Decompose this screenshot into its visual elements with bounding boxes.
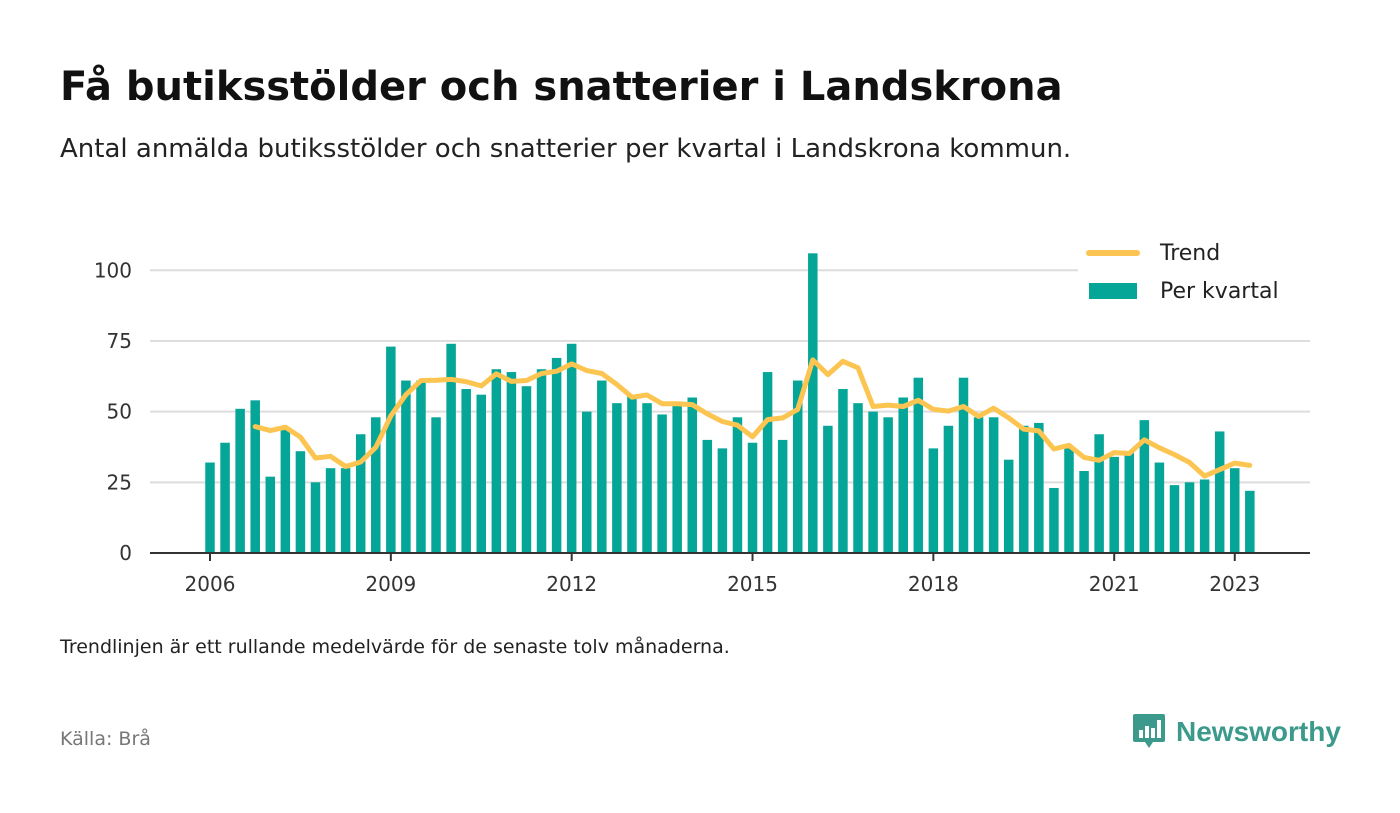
bar	[823, 425, 833, 553]
bar	[777, 439, 788, 553]
x-tick-label: 2023	[1209, 572, 1260, 596]
bar	[1199, 479, 1210, 553]
bar	[717, 448, 728, 553]
bar	[657, 414, 667, 553]
y-tick-label: 25	[107, 470, 132, 494]
bar	[1003, 459, 1014, 553]
legend: Trend Per kvartal	[1078, 228, 1316, 316]
bar	[928, 448, 939, 553]
bar	[265, 476, 276, 553]
bar	[732, 417, 743, 553]
bar	[491, 369, 502, 553]
legend-swatch-trend	[1086, 250, 1140, 256]
bar	[943, 425, 954, 553]
x-tick-label: 2018	[908, 572, 959, 596]
legend-item-trend: Trend	[1086, 234, 1308, 272]
bar	[973, 417, 984, 553]
bar	[838, 389, 848, 553]
bar	[1230, 468, 1240, 553]
bar	[280, 428, 291, 553]
chart-title: Få butiksstölder och snatterier i Landsk…	[60, 64, 1063, 110]
legend-item-per-kvartal: Per kvartal	[1086, 272, 1308, 310]
bar	[612, 403, 622, 553]
bar	[310, 482, 321, 553]
bar	[582, 411, 592, 553]
bar	[988, 417, 999, 553]
bar	[597, 380, 607, 553]
x-tick-label: 2009	[365, 572, 416, 596]
bar	[1139, 420, 1150, 553]
bar	[461, 389, 471, 553]
bar	[1124, 451, 1135, 553]
bar	[687, 397, 697, 553]
y-tick-label: 100	[94, 258, 132, 282]
bar	[1019, 425, 1029, 553]
bar	[868, 411, 878, 553]
bar	[1079, 471, 1089, 553]
newsworthy-logo-icon	[1133, 714, 1165, 748]
legend-swatch-per-kvartal	[1089, 283, 1137, 299]
bar	[898, 397, 908, 553]
bar	[627, 394, 637, 553]
bar	[536, 369, 547, 553]
bar	[1169, 485, 1180, 553]
chart-subtitle: Antal anmälda butiksstölder och snatteri…	[60, 134, 1072, 164]
bar	[792, 380, 803, 553]
bar	[883, 417, 893, 553]
source-label: Källa: Brå	[60, 728, 151, 750]
bar	[1184, 482, 1195, 553]
bar	[853, 403, 863, 553]
bar	[431, 417, 441, 553]
bar	[958, 377, 969, 553]
bar	[325, 468, 336, 553]
x-tick-label: 2006	[185, 572, 236, 596]
brand-name: Newsworthy	[1176, 716, 1341, 747]
legend-label-per-kvartal: Per kvartal	[1160, 278, 1279, 304]
y-tick-label: 0	[119, 541, 132, 565]
bar	[521, 386, 532, 553]
trend-line	[252, 357, 1253, 479]
bar	[205, 462, 215, 553]
bar	[747, 442, 758, 553]
bar	[401, 380, 411, 553]
x-tick-label: 2012	[546, 572, 597, 596]
footnote: Trendlinjen är ett rullande medelvärde f…	[60, 636, 730, 658]
bar	[235, 408, 245, 553]
bar	[702, 439, 713, 553]
legend-label-trend: Trend	[1160, 240, 1221, 266]
bar	[416, 380, 426, 553]
bar	[506, 372, 517, 553]
bar	[913, 377, 924, 553]
bar	[476, 394, 487, 553]
bar	[386, 346, 396, 553]
bar	[762, 372, 773, 553]
bar	[551, 357, 562, 553]
bar	[1034, 422, 1044, 553]
bar	[1245, 490, 1255, 553]
bar	[642, 403, 652, 553]
bar	[1094, 434, 1104, 553]
bar	[295, 451, 306, 553]
bar	[566, 343, 577, 553]
bar	[1109, 456, 1119, 553]
bar	[1064, 448, 1074, 553]
y-tick-label: 75	[107, 329, 132, 353]
bar	[446, 343, 456, 553]
bar	[355, 434, 366, 553]
bar	[1049, 487, 1059, 553]
bar	[1154, 462, 1165, 553]
bar	[1214, 431, 1225, 553]
bar	[672, 403, 682, 553]
bar	[371, 417, 381, 553]
brand-logo: Newsworthy	[1132, 712, 1341, 752]
bar	[250, 400, 260, 553]
bar	[340, 468, 351, 553]
y-tick-label: 50	[107, 400, 132, 424]
bar	[220, 442, 230, 553]
x-tick-label: 2021	[1089, 572, 1140, 596]
x-tick-label: 2015	[727, 572, 778, 596]
bar	[808, 253, 818, 554]
